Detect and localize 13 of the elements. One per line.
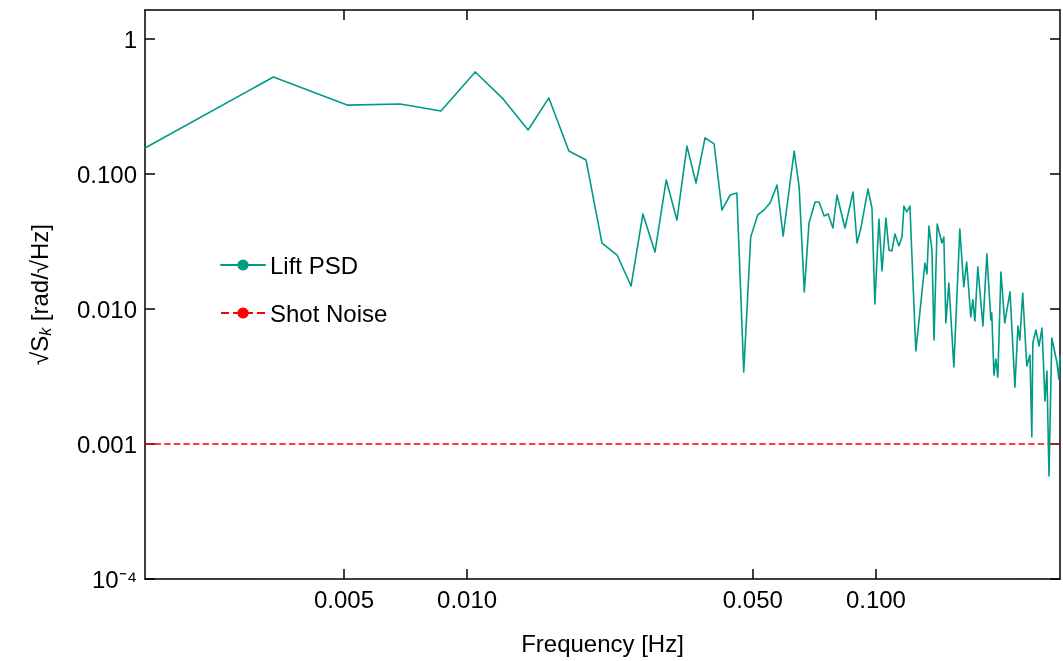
y-tick-label: 0.010 [76,295,137,323]
legend-label: Shot Noise [270,299,388,327]
y-axis-title: √Sk [rad/√Hz] [25,223,54,366]
x-tick-label: 0.100 [845,585,906,613]
x-tick-label: 0.010 [437,585,498,613]
y-tick-label: 1 [123,25,137,53]
x-axis-title: Frequency [Hz] [521,629,684,657]
legend-label: Lift PSD [270,251,359,279]
y-tick-label: 10⁻⁴ [91,565,137,593]
x-tick-label: 0.005 [313,585,375,613]
x-tick-label: 0.050 [722,585,783,613]
y-tick-label: 0.001 [76,430,137,458]
y-tick-label: 0.100 [76,160,137,188]
